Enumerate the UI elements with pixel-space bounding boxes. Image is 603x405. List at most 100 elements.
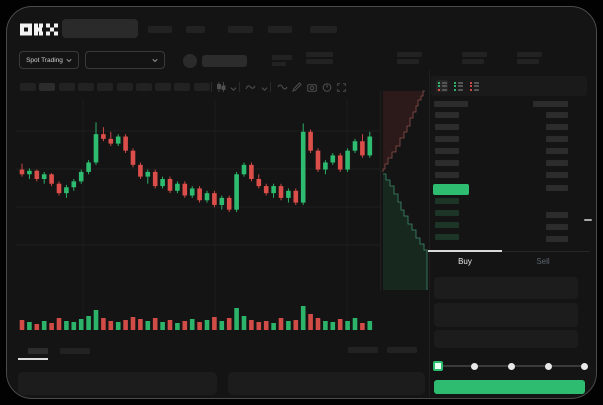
tab-buy[interactable]: Buy [458,257,472,266]
toolbar-divider [211,82,212,92]
indicator-icon[interactable] [244,82,256,92]
tab-divider [428,251,590,252]
bid-price[interactable] [435,210,459,216]
ask-price[interactable] [435,136,459,142]
pair-selector[interactable] [85,51,165,69]
ask-price[interactable] [435,172,459,178]
orderbook-col-header [533,101,568,107]
timeframe-pill[interactable] [20,83,36,91]
last-price-bar[interactable] [433,184,469,195]
slider-dot[interactable] [580,362,588,370]
ticker-stat-line [397,52,422,57]
ask-size[interactable] [546,148,568,154]
timeframe-pill[interactable] [155,83,171,91]
nav-item[interactable] [310,26,337,33]
slider-dot[interactable] [544,362,552,370]
bid-price[interactable] [435,222,459,228]
amount-slider-handle[interactable] [433,361,443,371]
order-price-input[interactable] [434,277,578,299]
ticker-stat-line [306,52,333,57]
ticker-stat-line [462,59,484,64]
bid-price[interactable] [435,198,459,204]
ask-size[interactable] [546,160,568,166]
nav-item[interactable] [186,26,205,33]
pair-coin-avatar [183,54,197,68]
ask-price[interactable] [435,112,459,118]
timeframe-pill[interactable] [174,83,190,91]
nav-item[interactable] [228,26,253,33]
bid-size[interactable] [546,212,568,218]
timeframe-pill[interactable] [97,83,113,91]
orderbook-col-header [434,101,468,107]
timeframe-pill[interactable] [59,83,75,91]
depth-chart-divider [380,91,381,291]
header-action-button[interactable] [202,55,247,67]
chevron-down-icon [152,58,158,63]
candle-type-icon[interactable] [215,82,227,92]
chart-range-button[interactable] [348,347,378,353]
ticker-stat-line [517,59,539,64]
orderbook-view-bids-icon[interactable] [452,80,464,92]
toolbar-divider [239,82,240,92]
ask-size[interactable] [546,172,568,178]
active-tab-indicator [428,250,502,252]
timeframe-pill[interactable] [136,83,152,91]
expand-icon[interactable] [336,82,347,92]
bottom-panel [18,372,217,395]
ticker-stat-line [306,59,333,64]
bottom-tab[interactable] [60,348,90,354]
toolbar-divider [270,82,271,92]
orderbook-view-asks-icon[interactable] [468,80,480,92]
ask-price[interactable] [435,148,459,154]
slider-dot[interactable] [507,362,515,370]
nav-item[interactable] [268,26,292,33]
market-type-selector[interactable]: Spot Trading [19,51,79,69]
bottom-panel [228,372,425,395]
candlestick-chart[interactable] [6,6,597,399]
ask-size[interactable] [546,185,568,191]
timeframe-pill[interactable] [78,83,94,91]
timeframe-pill[interactable] [117,83,133,91]
bid-size[interactable] [546,236,568,242]
slider-dot[interactable] [470,362,478,370]
okx-logo[interactable] [20,23,58,36]
chevron-down-icon[interactable] [229,84,237,92]
ticker-stat-line [462,52,487,57]
bottom-active-tab-underline [18,358,48,360]
ticker-stat-line [272,62,286,66]
camera-icon[interactable] [306,82,317,92]
timer-icon[interactable] [321,82,332,92]
orderbook-header-bar [431,76,587,96]
ask-price[interactable] [435,124,459,130]
timeframe-pill[interactable] [194,83,210,91]
ask-size[interactable] [546,124,568,130]
nav-item[interactable] [148,26,172,33]
panel-divider [429,70,430,397]
order-amount-input[interactable] [434,303,578,327]
bid-price[interactable] [435,234,459,240]
app-window: Spot Trading [6,6,597,399]
ask-price[interactable] [435,160,459,166]
draw-icon[interactable] [291,82,302,92]
search-input[interactable] [62,19,138,38]
orderbook-view-both-icon[interactable] [436,80,448,92]
wave-icon[interactable] [276,82,288,92]
scrollbar-thumb[interactable] [584,219,592,221]
ticker-stat-line [517,52,542,57]
app-canvas: Spot Trading [6,6,597,399]
chevron-down-icon [66,58,72,63]
bottom-tab[interactable] [28,348,48,354]
ask-size[interactable] [546,136,568,142]
chevron-down-icon[interactable] [260,84,268,92]
market-type-label: Spot Trading [26,56,63,64]
ticker-stat-line [397,59,419,64]
buy-submit-button[interactable] [434,380,585,394]
tab-sell[interactable]: Sell [536,257,550,266]
bid-size[interactable] [546,224,568,230]
ticker-stat-line [272,55,292,60]
ask-size[interactable] [546,112,568,118]
order-total-input[interactable] [434,330,578,348]
timeframe-pill[interactable] [39,83,55,91]
chart-range-button[interactable] [387,347,417,353]
